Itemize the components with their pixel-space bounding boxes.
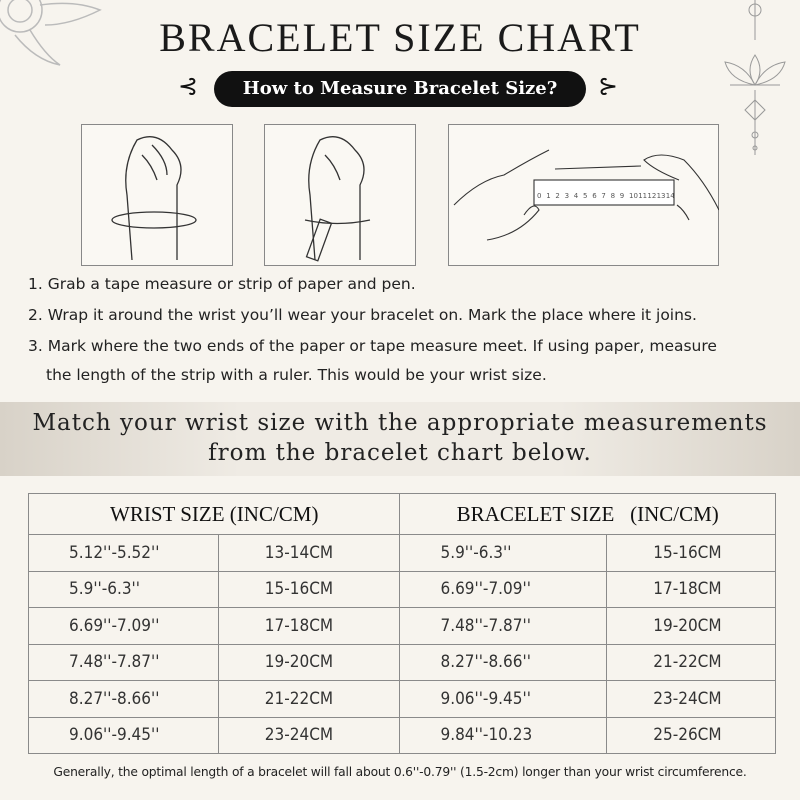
cell-wrist-cm: 19-20CM [217, 643, 401, 681]
ruler-number: 2 [555, 192, 559, 200]
illustration-mark-wrist [264, 124, 416, 266]
cell-wrist-cm: 15-16CM [217, 570, 401, 608]
cell-wrist-inches: 5.9''-6.3'' [28, 570, 219, 608]
size-chart-table: WRIST SIZE (INC/CM) BRACELET SIZE (INC/C… [27, 493, 776, 754]
illustration-wrap-wrist [81, 124, 233, 266]
cell-wrist-inches: 8.27''-8.66'' [28, 680, 219, 718]
ruler-number: 9 [620, 192, 624, 200]
page-title: BRACELET SIZE CHART [159, 15, 641, 60]
ruler-number: 11 [638, 192, 647, 200]
step-2: 2. Wrap it around the wrist you’ll wear … [28, 306, 697, 324]
table-header-row: WRIST SIZE (INC/CM) BRACELET SIZE (INC/C… [27, 493, 776, 535]
cell-wrist-inches: 9.06''-9.45'' [28, 716, 219, 754]
cell-wrist-cm: 13-14CM [217, 534, 401, 572]
table-row: 9.06''-9.45'' 23-24CM 9.84''-10.23 25-26CM [28, 716, 776, 754]
swirl-right-icon: ⊱ [598, 72, 619, 100]
band-line-2: from the bracelet chart below. [208, 440, 592, 466]
cell-bracelet-inches: 9.06''-9.45'' [399, 680, 608, 718]
hand-wrap-icon [111, 136, 197, 261]
table-row: 5.9''-6.3'' 15-16CM 6.69''-7.09'' 17-18CM [28, 570, 776, 608]
cell-bracelet-cm: 21-22CM [606, 643, 776, 681]
swirl-left-icon: ⊰ [178, 72, 199, 100]
table-row: 7.48''-7.87'' 19-20CM 8.27''-8.66'' 21-22CM [28, 643, 776, 681]
ruler-number: 7 [601, 192, 605, 200]
ruler-number: 0 [537, 192, 541, 200]
table-row: 5.12''-5.52'' 13-14CM 5.9''-6.3'' 15-16CM [28, 534, 776, 572]
header-wrist-size: WRIST SIZE (INC/CM) [27, 493, 401, 535]
cell-bracelet-inches: 5.9''-6.3'' [399, 534, 608, 572]
ruler-number: 3 [565, 192, 569, 200]
header-bracelet-size: BRACELET SIZE (INC/CM) [399, 493, 776, 535]
ruler-number: 4 [574, 192, 579, 200]
cell-bracelet-cm: 19-20CM [606, 607, 776, 645]
step-1: 1. Grab a tape measure or strip of paper… [28, 275, 416, 293]
hand-pen-icon [304, 136, 371, 262]
cell-bracelet-inches: 9.84''-10.23 [399, 716, 608, 754]
ruler-number: 12 [647, 192, 656, 200]
illustration-ruler-measure: 0 1 2 3 4 5 6 7 8 9 10 11 12 13 14 [448, 124, 720, 266]
cell-wrist-cm: 21-22CM [217, 680, 401, 718]
table-row: 6.69''-7.09'' 17-18CM 7.48''-7.87'' 19-20CM [28, 607, 776, 645]
ruler-number: 10 [629, 192, 638, 200]
step-3: 3. Mark where the two ends of the paper … [28, 337, 717, 355]
hands-ruler-icon: 0 1 2 3 4 5 6 7 8 9 10 11 12 13 14 [453, 149, 720, 241]
cell-wrist-cm: 23-24CM [217, 716, 401, 754]
cell-bracelet-cm: 15-16CM [606, 534, 776, 572]
cell-wrist-inches: 7.48''-7.87'' [28, 643, 219, 681]
lotus-ornament-icon [724, 0, 786, 155]
ruler-number: 1 [546, 192, 550, 200]
ruler-number: 13 [657, 192, 666, 200]
cell-wrist-cm: 17-18CM [217, 607, 401, 645]
mandala-decoration-icon [0, 0, 102, 66]
cell-bracelet-cm: 23-24CM [606, 680, 776, 718]
step-3-continued: the length of the strip with a ruler. Th… [46, 366, 547, 384]
table-row: 8.27''-8.66'' 21-22CM 9.06''-9.45'' 23-24CM [28, 680, 776, 718]
cell-bracelet-cm: 25-26CM [606, 716, 776, 754]
subtitle-pill: How to Measure Bracelet Size? [214, 71, 586, 107]
cell-bracelet-inches: 7.48''-7.87'' [399, 607, 608, 645]
cell-wrist-inches: 6.69''-7.09'' [28, 607, 219, 645]
cell-bracelet-inches: 6.69''-7.09'' [399, 570, 608, 608]
cell-wrist-inches: 5.12''-5.52'' [28, 534, 219, 572]
ruler-number: 5 [583, 192, 587, 200]
ruler-number: 14 [666, 192, 675, 200]
footnote: Generally, the optimal length of a brace… [53, 765, 747, 779]
ruler-number: 8 [611, 192, 615, 200]
ruler-number: 6 [592, 192, 597, 200]
cell-bracelet-cm: 17-18CM [606, 570, 776, 608]
instruction-band [0, 402, 800, 476]
band-line-1: Match your wrist size with the appropria… [32, 410, 768, 436]
cell-bracelet-inches: 8.27''-8.66'' [399, 643, 608, 681]
